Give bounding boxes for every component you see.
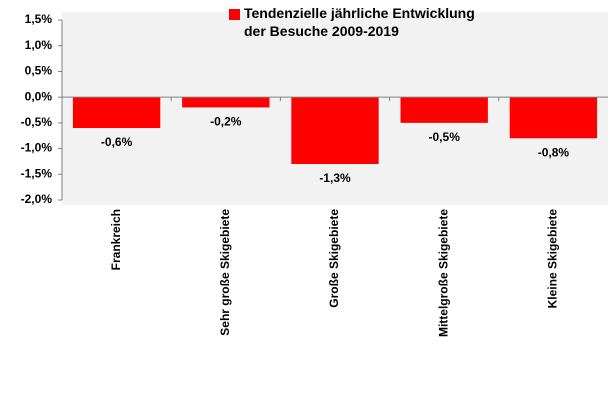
y-tick-label: 0,5%	[25, 64, 53, 78]
y-tick-label: -0,5%	[21, 115, 53, 129]
x-tick-label: Frankreich	[109, 209, 123, 270]
bar	[291, 97, 379, 164]
bar	[400, 97, 488, 123]
value-label: -0,6%	[101, 135, 133, 149]
value-label: -1,3%	[319, 171, 351, 185]
y-tick-label: -1,0%	[21, 141, 53, 155]
value-label: -0,5%	[429, 130, 461, 144]
y-tick-label: -1,5%	[21, 166, 53, 180]
legend-swatch	[229, 9, 240, 20]
x-tick-label: Mittelgroße Skigebiete	[436, 209, 450, 337]
y-tick-label: 1,0%	[25, 38, 53, 52]
y-tick-label: 1,5%	[25, 12, 53, 26]
y-tick-label: -2,0%	[21, 192, 53, 206]
y-tick-label: 0,0%	[25, 89, 53, 103]
bar	[509, 97, 598, 139]
value-label: -0,2%	[210, 115, 242, 129]
bar	[182, 97, 270, 108]
x-tick-label: Sehr große Skigebiete	[218, 209, 232, 336]
x-tick-label: Kleine Skigebiete	[546, 209, 560, 309]
legend: Tendenzielle jährliche Entwicklung der B…	[229, 4, 479, 40]
bar	[72, 97, 161, 128]
legend-label: Tendenzielle jährliche Entwicklung der B…	[244, 5, 475, 39]
value-label: -0,8%	[538, 145, 570, 159]
x-tick-label: Große Skigebiete	[327, 209, 341, 308]
